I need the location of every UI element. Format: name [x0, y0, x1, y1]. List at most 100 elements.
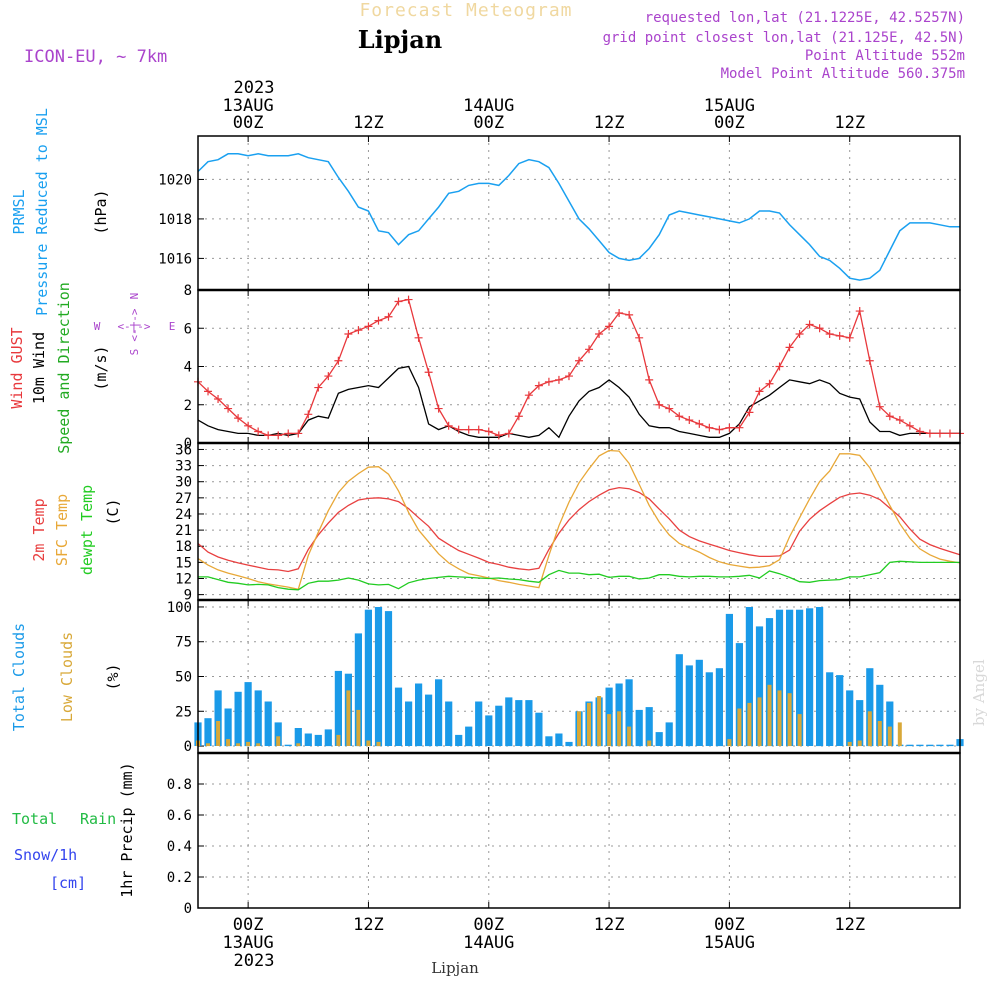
precip-unit: 1hr Precip (mm): [118, 762, 136, 897]
bottom-date-label: 15AUG: [704, 933, 755, 953]
gust-marker: [805, 320, 814, 329]
ytick-label: 12: [175, 571, 192, 587]
model-label: ICON-EU, ~ 7km: [24, 47, 167, 67]
gust-marker: [294, 429, 303, 438]
total-clouds-bar: [665, 722, 673, 746]
gust-marker: [464, 425, 473, 434]
low-clouds-bar: [246, 741, 251, 747]
total-clouds-bar: [635, 709, 643, 747]
snow-legend: Snow/1h: [14, 846, 77, 864]
gust-marker: [655, 400, 664, 409]
gust-marker: [665, 404, 674, 413]
low-clouds-bar: [376, 741, 381, 747]
compass-e: E: [169, 320, 176, 333]
model-altitude: Model Point Altitude 560.375m: [721, 66, 965, 82]
gust-marker: [544, 377, 553, 386]
gust-marker: [514, 412, 523, 421]
bottom-date-label: 14AUG: [463, 933, 514, 953]
ytick-label: 0: [184, 739, 192, 755]
total-clouds-bar: [745, 607, 753, 747]
low-clouds-bar: [577, 711, 581, 747]
low-clouds-bar: [797, 714, 802, 747]
compass-s: S: [128, 349, 141, 356]
top-time-label: 00Z: [233, 113, 264, 133]
total-clouds-bar: [425, 694, 433, 747]
total-clouds-bar: [435, 679, 443, 747]
total-clouds-bar: [755, 626, 764, 746]
total-clouds-bar: [866, 668, 874, 747]
low-clouds-bar: [607, 714, 612, 747]
total-clouds-bar: [775, 609, 784, 746]
gust-line: [197, 298, 960, 437]
ytick-label: 24: [175, 507, 192, 523]
panel-frame: [197, 289, 961, 444]
total-clouds-bar: [836, 675, 844, 746]
gust-marker: [725, 423, 734, 432]
pressure-panel: PRMSL Pressure Reduced to MSL (hPa): [10, 108, 110, 316]
low-clouds-bar: [877, 721, 882, 746]
top-time-axis: 00Z 12Z 00Z 12Z 00Z 12Z 13AUG 14AUG 15AUG: [223, 96, 866, 133]
gust-marker: [645, 375, 654, 384]
total-clouds-bar: [294, 728, 302, 747]
bottom-time-label: 00Z: [233, 915, 264, 935]
gust-marker: [524, 391, 533, 400]
gust-marker: [715, 425, 724, 434]
gust-marker: [354, 326, 363, 335]
total-clouds-bar: [374, 607, 383, 747]
low-clouds-bar: [897, 722, 902, 746]
gust-marker: [605, 322, 614, 331]
total-clouds-bar: [304, 733, 312, 746]
low-clouds-bar: [256, 743, 261, 747]
dewpt-line: [198, 560, 960, 591]
compass-arrow: <-|->: [117, 320, 150, 333]
clouds-panel: Total Clouds Low Clouds (%): [10, 623, 122, 731]
total-clouds-bar: [725, 613, 733, 746]
total-clouds-bar: [455, 734, 463, 746]
total-clouds-bar: [796, 609, 804, 746]
total-clouds-bar: [254, 690, 262, 746]
total-clouds-bar: [695, 659, 703, 746]
gust-marker: [755, 387, 764, 396]
gust-marker: [585, 345, 594, 354]
low-clouds-bar: [587, 702, 591, 746]
total-clouds-bar: [876, 684, 884, 746]
low-clouds-bar: [747, 702, 752, 746]
gust-marker: [815, 324, 824, 333]
total-clouds-bar: [826, 672, 834, 746]
total-legend: Total: [12, 810, 57, 828]
total-clouds-bar: [415, 683, 423, 747]
total-clouds-bar: [565, 741, 573, 747]
gust-marker: [284, 429, 293, 438]
total-clouds-bar: [765, 618, 774, 747]
panel-frame: [197, 442, 961, 601]
temp2m-legend: 2m Temp: [30, 498, 48, 561]
gust-marker: [695, 419, 704, 428]
total-clouds-bar: [545, 736, 553, 746]
watermark: by Angel: [970, 659, 988, 726]
gust-marker: [575, 356, 583, 365]
wind-speed-line: [197, 365, 960, 439]
gust-marker: [855, 307, 864, 316]
low-clouds-bar: [757, 697, 762, 747]
gust-marker: [785, 343, 794, 352]
gust-marker: [925, 429, 934, 438]
compass-w: W: [94, 320, 101, 333]
sfc-temp-legend: SFC Temp: [53, 494, 71, 566]
panel-4: 0 25 50 75 100: [167, 599, 964, 755]
total-clouds-bar: [224, 708, 232, 747]
compass-rose: W E <-|-> N S <-|->: [94, 293, 176, 356]
total-clouds-bar: [384, 611, 393, 746]
bottom-time-label: 12Z: [353, 915, 384, 935]
wind-dir-legend: Speed and Direction: [55, 282, 73, 454]
panel-frame: [197, 752, 961, 909]
gust-marker: [204, 387, 213, 396]
gust-marker: [394, 297, 403, 306]
top-date-label: 13AUG: [223, 96, 274, 116]
gust-marker: [945, 429, 954, 438]
total-clouds-bar: [334, 670, 342, 746]
total-clouds-legend: Total Clouds: [10, 623, 28, 731]
gust-marker: [244, 421, 253, 430]
gust-marker: [214, 395, 223, 404]
gust-marker: [635, 333, 644, 342]
